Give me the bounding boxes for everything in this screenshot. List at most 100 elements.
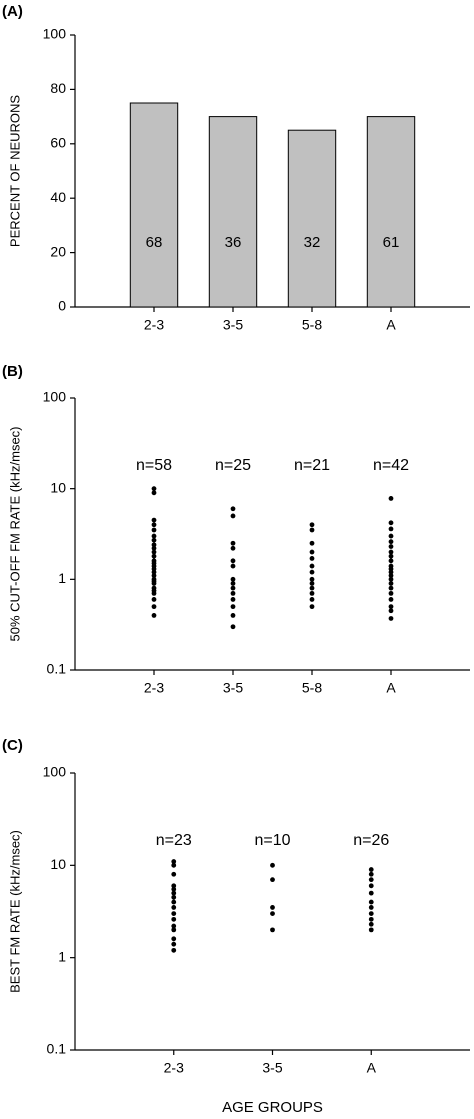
point xyxy=(230,563,236,569)
panel-label: (A) xyxy=(2,3,23,20)
point xyxy=(230,506,236,512)
point xyxy=(388,544,394,549)
bar xyxy=(366,116,416,308)
x-tick-label: 2-3 xyxy=(144,680,164,696)
x-tick-label: 2-3 xyxy=(144,317,164,333)
y-tick-label: 40 xyxy=(50,189,66,205)
point xyxy=(230,585,236,591)
point xyxy=(368,905,374,910)
point xyxy=(309,556,315,561)
point xyxy=(151,527,157,533)
y-axis-label: BEST FM RATE (kHz/msec) xyxy=(7,830,22,993)
x-tick-label: A xyxy=(367,1060,377,1076)
point xyxy=(388,604,394,610)
y-tick-label: 10 xyxy=(50,856,66,872)
point xyxy=(388,558,394,564)
y-tick-label: 10 xyxy=(50,479,66,495)
point xyxy=(270,911,275,917)
point xyxy=(151,486,157,492)
point xyxy=(171,859,177,864)
point xyxy=(309,549,315,555)
point xyxy=(230,604,236,610)
point xyxy=(309,590,315,596)
point xyxy=(151,613,157,618)
point xyxy=(151,604,157,610)
point xyxy=(309,604,315,610)
x-tick-label: 3-5 xyxy=(223,680,243,696)
x-tick-label: 5-8 xyxy=(302,680,322,696)
y-tick-label: 0.1 xyxy=(47,1041,67,1057)
n-label: n=10 xyxy=(254,832,290,849)
point xyxy=(388,590,394,596)
x-tick-label: A xyxy=(386,680,396,696)
point xyxy=(230,576,236,582)
point xyxy=(388,553,394,559)
point xyxy=(388,549,394,555)
point xyxy=(230,597,236,602)
point xyxy=(230,513,236,519)
point xyxy=(230,540,236,546)
point xyxy=(230,624,236,630)
panel-label: (B) xyxy=(2,363,23,380)
point xyxy=(151,581,157,586)
x-tick-label: A xyxy=(386,317,396,333)
point xyxy=(388,526,394,532)
point xyxy=(171,862,177,868)
point xyxy=(171,883,177,889)
y-axis-label: PERCENT OF NEURONS xyxy=(7,95,22,247)
y-tick-label: 100 xyxy=(43,26,67,42)
point xyxy=(270,905,275,910)
x-tick-label: 3-5 xyxy=(223,317,243,333)
point xyxy=(151,597,157,602)
point xyxy=(171,899,177,905)
y-tick-label: 20 xyxy=(50,243,66,259)
point xyxy=(368,871,374,877)
point xyxy=(309,597,315,602)
n-label: n=21 xyxy=(294,457,330,474)
point xyxy=(309,540,315,546)
count-label: 68 xyxy=(146,234,163,251)
point xyxy=(171,894,177,900)
point xyxy=(309,585,315,591)
point xyxy=(171,927,177,933)
x-axis-label: AGE GROUPS xyxy=(222,1099,323,1116)
point xyxy=(388,608,394,614)
point xyxy=(368,890,374,896)
y-tick-label: 1 xyxy=(58,948,66,964)
x-tick-label: 5-8 xyxy=(302,317,322,333)
point xyxy=(171,890,177,896)
y-tick-label: 1 xyxy=(58,570,66,586)
panel-label: (C) xyxy=(2,737,23,754)
point xyxy=(388,581,394,586)
point xyxy=(388,576,394,582)
point xyxy=(230,581,236,586)
point xyxy=(270,927,275,933)
point xyxy=(171,886,177,892)
point xyxy=(151,590,157,596)
point xyxy=(388,533,394,539)
point xyxy=(309,576,315,582)
count-label: 32 xyxy=(304,234,321,251)
point xyxy=(388,520,394,526)
y-tick-label: 100 xyxy=(43,389,67,405)
point xyxy=(368,867,374,872)
point xyxy=(388,616,394,621)
point xyxy=(368,899,374,905)
point xyxy=(171,923,177,929)
point xyxy=(230,613,236,618)
bar xyxy=(208,116,258,308)
point xyxy=(368,877,374,883)
point xyxy=(368,883,374,889)
point xyxy=(270,862,275,868)
point xyxy=(388,539,394,545)
point xyxy=(151,553,157,559)
point xyxy=(230,590,236,596)
point xyxy=(151,490,157,496)
point xyxy=(171,947,177,953)
point xyxy=(151,522,157,528)
point xyxy=(388,569,394,575)
point xyxy=(309,522,315,528)
point xyxy=(368,911,374,917)
point xyxy=(151,545,157,551)
bar xyxy=(287,129,337,308)
